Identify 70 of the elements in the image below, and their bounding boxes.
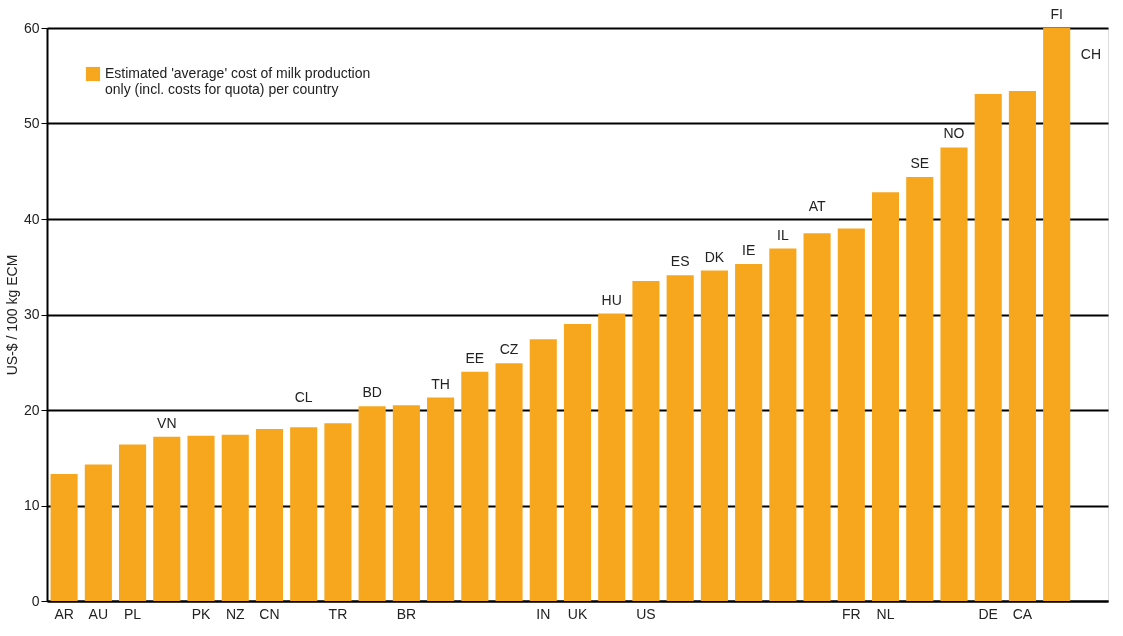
annotation: VN	[157, 414, 177, 431]
x-tick-label: IN	[536, 605, 551, 622]
bar	[221, 434, 249, 601]
y-axis-title: US-$ / 100 kg ECM	[3, 254, 20, 376]
bar	[50, 473, 78, 601]
bar	[255, 429, 284, 601]
bar	[974, 93, 1002, 601]
bar	[187, 435, 215, 601]
bar	[461, 371, 489, 601]
bar	[700, 270, 728, 601]
annotation: IE	[742, 241, 756, 258]
x-tick-label: NZ	[225, 605, 246, 622]
y-tick-label: 20	[23, 401, 40, 418]
bar	[666, 275, 694, 601]
legend-label: Estimated 'average' cost of milk production only (incl. costs for quota) per country	[105, 65, 371, 97]
bar	[940, 147, 968, 601]
bar	[632, 281, 660, 601]
bar	[290, 427, 318, 601]
x-tick-label: PK	[191, 605, 212, 622]
annotation: TH	[431, 375, 450, 392]
x-tick-label: BR	[396, 605, 417, 622]
annotation: AT	[808, 198, 826, 215]
x-tick-label: CA	[1012, 605, 1033, 622]
bar	[598, 313, 626, 601]
y-tick-label: 30	[23, 306, 40, 322]
bar	[563, 324, 592, 601]
annotation: NO	[943, 125, 965, 142]
x-tick-label: FR	[841, 605, 861, 622]
bar	[427, 397, 455, 601]
annotation: IL	[777, 226, 789, 243]
annotation: SE	[910, 154, 930, 171]
bar	[392, 405, 420, 601]
annotation: CZ	[499, 341, 519, 358]
bar	[871, 192, 900, 601]
annotation: HU	[601, 291, 622, 308]
bar	[769, 248, 797, 601]
bar	[84, 464, 112, 601]
bar	[358, 406, 386, 601]
x-tick-label: NL	[876, 605, 895, 622]
x-tick-label: TR	[328, 605, 348, 622]
y-tick-label: 60	[23, 19, 40, 36]
bar	[324, 423, 352, 601]
x-tick-label: DE	[978, 605, 998, 622]
y-tick-label: 10	[23, 497, 40, 513]
x-tick-label: US	[636, 605, 656, 622]
x-tick-label: UK	[567, 605, 588, 622]
bar	[837, 228, 865, 601]
bar	[803, 233, 831, 601]
y-tick-label: 50	[23, 115, 40, 131]
annotation: FI	[1050, 6, 1063, 22]
y-tick-label: 0	[31, 592, 40, 609]
annotation: EE	[465, 349, 485, 366]
bar	[529, 339, 557, 601]
bar	[906, 176, 934, 601]
bar	[153, 436, 181, 601]
x-tick-label: AR	[54, 605, 74, 622]
bar	[119, 444, 147, 601]
bar	[1043, 28, 1071, 601]
bar	[1008, 91, 1036, 601]
annotation: CL	[294, 389, 313, 406]
y-tick-label: 40	[23, 210, 40, 227]
bar	[735, 263, 763, 601]
annotation: ES	[670, 253, 690, 270]
x-tick-label: AU	[88, 605, 109, 622]
x-tick-label: PL	[124, 605, 142, 622]
x-tick-label: CN	[259, 605, 280, 622]
annotation: DK	[704, 248, 725, 265]
annotation: CH	[1080, 46, 1101, 62]
bar	[495, 363, 523, 601]
annotation: BD	[362, 384, 382, 401]
